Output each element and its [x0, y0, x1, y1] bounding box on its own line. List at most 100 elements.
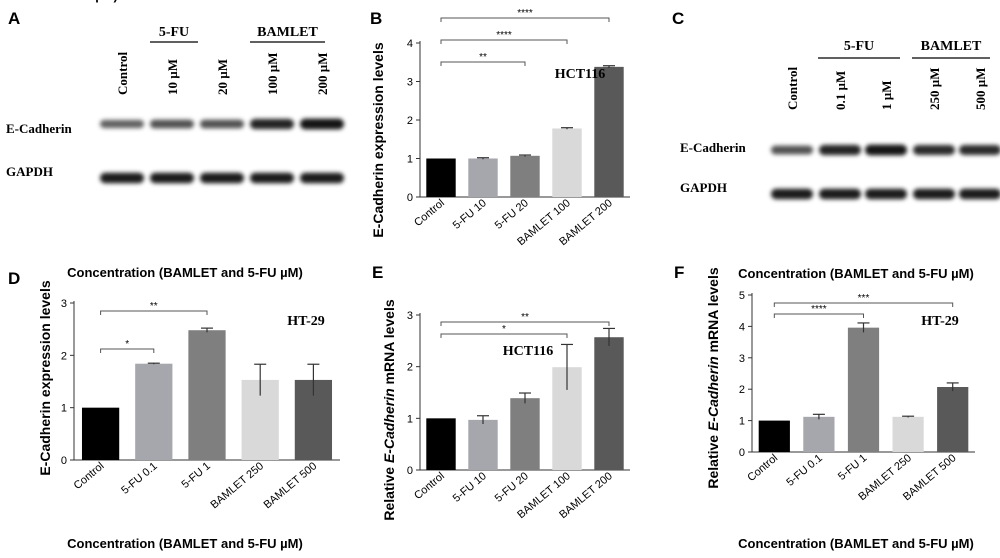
y-tick-label: 3: [739, 353, 745, 365]
blot-band: [250, 118, 294, 130]
significance-label: ****: [496, 30, 512, 41]
panel-letter-c: C: [672, 9, 684, 28]
cell-line-label: HCT116: [555, 67, 606, 82]
x-tick-label: Control: [72, 460, 107, 492]
blot-band: [913, 145, 955, 155]
blot-band: [200, 119, 244, 129]
blot-band: [100, 119, 144, 129]
blot-row-label: GAPDH: [680, 180, 727, 195]
bar: [510, 155, 540, 197]
blot-band: [913, 188, 955, 200]
concentration-label-bottom: Concentration (BAMLET and 5-FU µM): [738, 536, 974, 551]
blot-band: [150, 172, 194, 184]
blot-band: [959, 188, 1000, 200]
y-tick-label: 1: [407, 154, 413, 166]
x-tick-label: 5-FU 10: [451, 470, 489, 505]
y-tick-label: 3: [407, 77, 413, 89]
y-axis-label: E-Cadherin expression levels: [370, 42, 386, 238]
y-tick-label: 1: [407, 413, 413, 425]
x-tick-label: 5-FU 0.1: [784, 452, 824, 489]
blot-band: [819, 188, 861, 200]
y-axis-label: Relative E-Cadherin mRNA levels: [705, 267, 721, 488]
bar: [892, 416, 924, 452]
bar: [426, 418, 456, 470]
significance-label: **: [521, 312, 529, 323]
y-tick-label: 2: [739, 384, 745, 396]
significance-bracket: [440, 17, 610, 22]
y-axis-label-italic: E-Cadherin: [705, 356, 721, 431]
y-axis-label: Relative E-Cadherin mRNA levels: [381, 299, 397, 520]
blot-lane-label: Control: [115, 52, 130, 95]
blot-lane-label: 250 µM: [927, 67, 942, 110]
y-tick-label: 0: [739, 447, 745, 459]
cell-line-label: HCT116: [503, 344, 554, 359]
blot-band: [250, 172, 294, 184]
concentration-label-top: Concentration (BAMLET and 5-FU µM): [738, 266, 974, 281]
x-tick-label: Control: [745, 452, 780, 484]
significance-bracket: [100, 310, 208, 315]
y-tick-label: 3: [407, 310, 413, 322]
bar: [135, 363, 173, 460]
y-tick-label: 4: [407, 38, 413, 50]
significance-bracket: [773, 302, 954, 307]
y-tick-label: 2: [407, 362, 413, 374]
y-tick-label: 1: [739, 416, 745, 428]
concentration-label-top: Concentration (BAMLET and 5-FU µM): [0, 0, 118, 3]
panel-letter-f: F: [674, 263, 684, 282]
blot-band: [771, 145, 813, 155]
y-tick-label: 3: [61, 298, 67, 310]
y-tick-label: 4: [739, 321, 745, 333]
blot-lane-label: 500 µM: [973, 67, 988, 110]
y-tick-label: 1: [61, 403, 67, 415]
bar: [758, 420, 790, 452]
significance-label: ****: [517, 8, 533, 19]
bar: [847, 327, 880, 452]
blot-band: [865, 188, 907, 200]
blot-lane-label: 100 µM: [265, 52, 280, 95]
y-axis-label-part: mRNA levels: [381, 299, 397, 388]
y-tick-label: 0: [407, 192, 413, 204]
significance-bracket: [440, 39, 568, 44]
x-tick-label: 5-FU 1: [179, 460, 212, 491]
significance-bracket: [773, 313, 864, 318]
x-tick-label: Control: [412, 470, 447, 502]
x-tick-label: BAMLET 500: [262, 460, 320, 511]
bar-chart-d: 0 1 2 3 E-Cadherin expression levels Control 5…: [37, 265, 340, 551]
blot-panel-a: 5-FU BAMLET Control 10 µM 20 µM 100 µM 200 µM E…: [6, 25, 344, 184]
y-tick-label: 0: [61, 455, 67, 467]
x-tick-label: 5-FU 0.1: [119, 460, 159, 497]
bar: [468, 419, 498, 470]
blot-band: [771, 188, 813, 200]
bar: [594, 66, 624, 198]
blot-band: [865, 144, 907, 156]
blot-band: [150, 119, 194, 129]
blot-group-label: BAMLET: [921, 39, 982, 54]
panel-letter-d: D: [8, 269, 20, 288]
y-axis-label-part: Relative: [705, 431, 721, 489]
blot-row-label: E-Cadherin: [6, 121, 73, 136]
bar: [594, 337, 624, 470]
panel-letter-b: B: [370, 9, 382, 28]
significance-label: **: [479, 52, 487, 63]
y-axis-label-italic: E-Cadherin: [381, 388, 397, 463]
bar: [803, 416, 835, 452]
significance-bracket: [440, 333, 568, 338]
bar: [468, 158, 498, 197]
bar: [426, 158, 456, 197]
blot-lane-label: Control: [785, 67, 800, 110]
panel-letter-a: A: [8, 9, 20, 28]
blot-band: [819, 144, 861, 156]
blot-lane-label: 10 µM: [165, 59, 180, 95]
y-tick-label: 2: [407, 115, 413, 127]
blot-band: [100, 172, 144, 184]
significance-label: ***: [858, 293, 870, 304]
blot-row-label: E-Cadherin: [680, 140, 747, 155]
blot-lane-label: 200 µM: [315, 52, 330, 95]
x-tick-label: Control: [412, 197, 447, 229]
bar: [937, 387, 969, 452]
blot-band: [300, 118, 344, 130]
significance-bracket: [100, 348, 155, 353]
panel-letter-e: E: [372, 263, 383, 282]
blot-group-label: BAMLET: [257, 25, 318, 40]
